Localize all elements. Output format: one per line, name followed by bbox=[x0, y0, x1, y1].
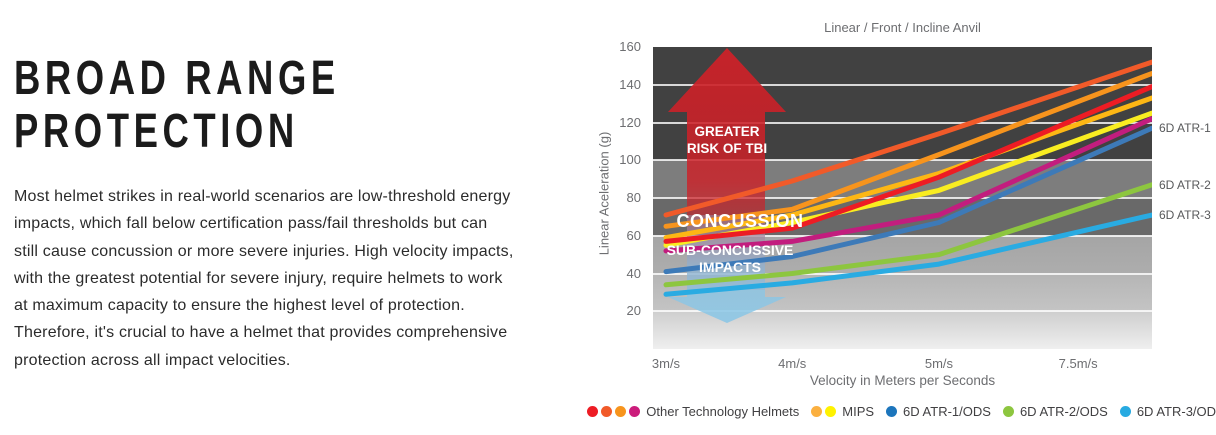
series-lines bbox=[663, 59, 1152, 297]
y-tick-160: 160 bbox=[619, 39, 641, 54]
legend-label: 6D ATR-1/ODS bbox=[903, 404, 991, 419]
y-axis-ticks: 160 140 120 100 80 60 40 20 bbox=[600, 39, 646, 349]
body-paragraph: Most helmet strikes in real-world scenar… bbox=[14, 188, 514, 369]
series-line-other-technology-helmets-red- bbox=[663, 84, 1152, 244]
greater-risk-line1: GREATER bbox=[694, 124, 760, 139]
gridline-120 bbox=[653, 121, 1152, 124]
series-line-other-technology-helmets-magenta- bbox=[663, 116, 1152, 254]
end-label-6d-atr-2: 6D ATR-2 bbox=[1159, 177, 1211, 192]
legend-label: MIPS bbox=[842, 404, 875, 419]
x-tick-7.5m/s: 7.5m/s bbox=[1058, 356, 1098, 371]
greater-risk-note: GREATER RISK OF TBI bbox=[667, 123, 787, 157]
gridline-20 bbox=[653, 310, 1152, 313]
legend-item-6d-atr-2-ods: 6D ATR-2/ODS bbox=[1002, 404, 1108, 419]
x-tick-4m/s: 4m/s bbox=[778, 356, 807, 371]
legend-dot-icon bbox=[629, 406, 641, 417]
page-title-line1: BROAD RANGE bbox=[14, 52, 340, 105]
legend-label: Other Technology Helmets bbox=[646, 404, 800, 419]
legend-dot-icon bbox=[811, 406, 823, 417]
series-line-other-technology-helmets-orange- bbox=[663, 59, 1152, 218]
legend-dot-icon bbox=[825, 406, 837, 417]
gridline-60 bbox=[653, 234, 1152, 237]
y-tick-20: 20 bbox=[626, 303, 641, 319]
legend-label: 6D ATR-2/ODS bbox=[1019, 404, 1108, 419]
end-label-6d-atr-1: 6D ATR-1 bbox=[1159, 121, 1211, 136]
chart-title: Linear / Front / Incline Anvil bbox=[824, 20, 981, 35]
concussion-note: CONCUSSION bbox=[676, 211, 804, 231]
series-line-mips-gold- bbox=[663, 95, 1152, 241]
y-tick-140: 140 bbox=[619, 76, 641, 92]
x-tick-3m/s: 3m/s bbox=[651, 356, 681, 371]
y-tick-40: 40 bbox=[626, 265, 641, 281]
gridline-100 bbox=[653, 159, 1152, 162]
legend-dot-icon bbox=[615, 406, 627, 417]
legend-dot-icon bbox=[886, 406, 898, 417]
x-axis-ticks: 3m/s 4m/s 5m/s 7.5m/s bbox=[651, 356, 1152, 372]
subconcussive-line2: IMPACTS bbox=[699, 259, 761, 275]
legend-item-6d-atr-1-ods: 6D ATR-1/ODS bbox=[886, 404, 991, 419]
y-tick-120: 120 bbox=[619, 114, 641, 130]
legend-item-6d-atr-3-ods: 6D ATR-3/ODS bbox=[1119, 404, 1216, 419]
series-line-6d-atr-1-ods bbox=[663, 125, 1152, 275]
legend-item-other-technology-helmets: Other Technology Helmets bbox=[587, 404, 799, 419]
legend: Other Technology Helmets MIPS 6D ATR-1/ODS… bbox=[587, 404, 1216, 419]
greater-risk-line2: RISK OF TBI bbox=[686, 141, 768, 156]
legend-label: 6D ATR-3/ODS bbox=[1136, 404, 1216, 419]
x-tick-5m/s: 5m/s bbox=[924, 356, 954, 371]
subconcussive-note: SUB-CONCUSSIVE IMPACTS bbox=[655, 242, 805, 276]
series-line-6d-atr-3-ods bbox=[663, 212, 1152, 297]
plot-area: GREATER RISK OF TBI CONCUSSION SUB-CONCU… bbox=[653, 47, 1152, 349]
gridline-140 bbox=[653, 83, 1152, 86]
legend-dot-icon bbox=[1119, 406, 1131, 417]
legend-dot-icon bbox=[1002, 406, 1014, 417]
legend-dot-icon bbox=[601, 406, 613, 417]
y-tick-60: 60 bbox=[626, 227, 641, 243]
legend-item-mips: MIPS bbox=[811, 404, 874, 419]
series-line-6d-atr-2-ods bbox=[663, 182, 1152, 288]
y-tick-100: 100 bbox=[619, 152, 641, 168]
end-label-6d-atr-3: 6D ATR-3 bbox=[1159, 207, 1211, 222]
legend-dot-icon bbox=[587, 406, 599, 417]
series-line-other-technology-helmets-amber- bbox=[663, 70, 1152, 229]
page-title-line2: PROTECTION bbox=[14, 105, 299, 158]
y-tick-80: 80 bbox=[626, 190, 641, 205]
x-axis-label: Velocity in Meters per Seconds bbox=[809, 373, 996, 388]
gridline-40 bbox=[653, 272, 1152, 275]
subconcussive-line1: SUB-CONCUSSIVE bbox=[666, 242, 794, 258]
page-title: BROAD RANGE PROTECTION bbox=[14, 52, 340, 158]
